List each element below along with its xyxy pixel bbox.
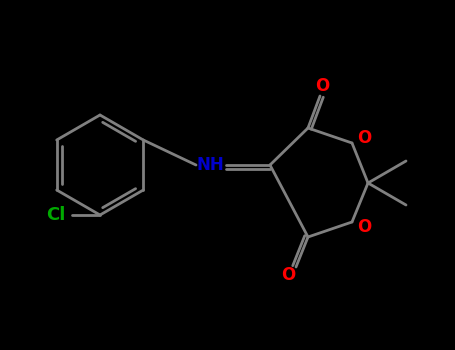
Text: O: O <box>357 218 371 236</box>
Text: Cl: Cl <box>46 206 66 224</box>
Text: O: O <box>315 77 329 95</box>
Text: O: O <box>357 129 371 147</box>
Text: O: O <box>281 266 295 284</box>
Text: NH: NH <box>196 156 224 174</box>
